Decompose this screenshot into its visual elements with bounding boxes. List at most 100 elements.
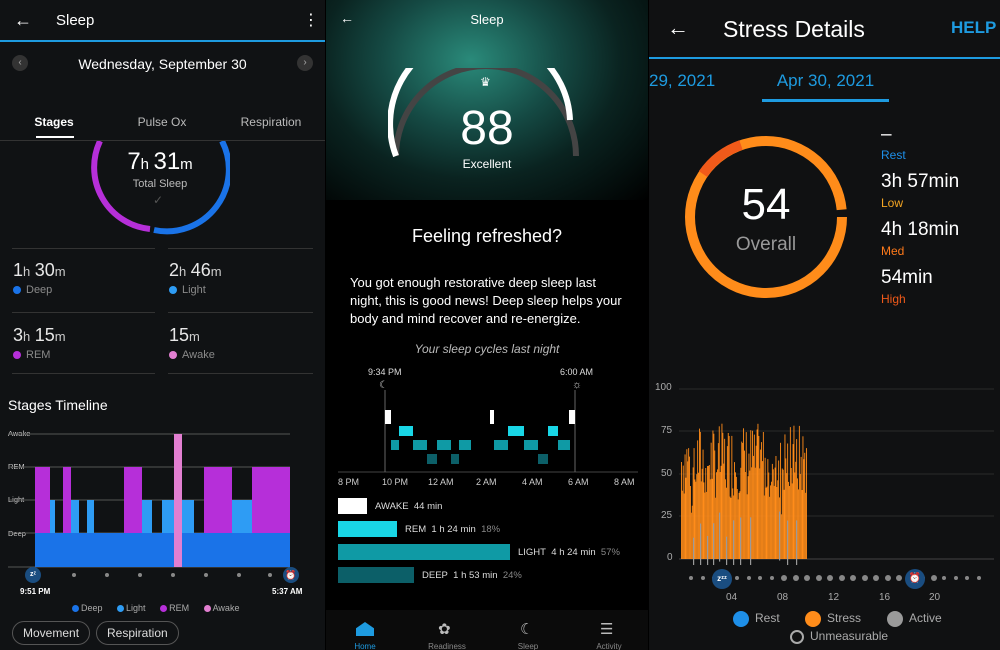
nav-home[interactable]: Home (354, 642, 376, 650)
nav-activity[interactable]: Activity (596, 642, 622, 650)
stress-bar (786, 473, 788, 559)
stress-bar (749, 470, 751, 559)
legend-rem: REM (169, 603, 190, 613)
activity-list-icon[interactable]: ☰ (600, 621, 614, 638)
stress-bar (695, 481, 697, 559)
stage-pct: 57% (600, 547, 620, 558)
stress-bar (792, 444, 794, 559)
stress-bar (771, 481, 772, 559)
stress-bar (735, 472, 736, 559)
stress-bar (681, 490, 683, 559)
stress-bar (771, 463, 773, 559)
legend-label: Rest (755, 611, 780, 626)
prev-day-icon[interactable]: ‹ (12, 55, 28, 71)
x-tick: 20 (929, 592, 941, 603)
rest-label: Rest (881, 148, 906, 162)
timeline-dot (792, 575, 799, 581)
x-tick: 08 (777, 592, 789, 603)
back-arrow-icon[interactable]: ← (667, 15, 689, 40)
active-bar (796, 520, 798, 565)
timeline-legend: Deep Light REM Awake (72, 603, 239, 613)
insight-text: You got enough restorative deep sleep la… (350, 275, 622, 326)
stage-block-deep (55, 533, 63, 567)
respiration-chip[interactable]: Respiration (96, 621, 179, 645)
nav-readiness[interactable]: Readiness (428, 642, 466, 650)
timeline-dot (873, 575, 879, 581)
page-title: Stress Details (723, 16, 865, 42)
stage-block-deep (162, 533, 174, 567)
stress-bar (768, 472, 770, 559)
y-tick: 0 (667, 552, 673, 563)
stress-bar (693, 448, 695, 559)
stage-label-light: LIGHT 4 h 24 min 57% (518, 547, 620, 558)
stress-bar (706, 491, 708, 559)
stress-details-screen: ← Stress Details HELP 29, 2021 Apr 30, 2… (649, 0, 1000, 650)
overall-label: Overall (735, 234, 797, 255)
stage-block-deep (232, 533, 252, 567)
stat-hours: 2 (169, 260, 180, 280)
timeline-dot (735, 576, 739, 580)
tab-pulse-ox[interactable]: Pulse Ox (120, 115, 204, 129)
y-tick: 50 (661, 468, 673, 479)
cycles-title: Your sleep cycles last night (414, 342, 560, 356)
stress-bar (789, 427, 791, 559)
timeline-dot (700, 576, 705, 580)
stress-bar (804, 452, 806, 559)
light-dot (169, 286, 177, 295)
stress-bar (710, 442, 712, 559)
stress-bar (696, 474, 698, 559)
home-icon[interactable] (356, 622, 374, 636)
moon-nav-icon[interactable]: ☾ (520, 621, 534, 638)
stress-bar (704, 492, 706, 559)
unit-m: m (54, 264, 66, 279)
low-value: 3h 57min (881, 171, 960, 192)
check-icon: ✓ (153, 193, 164, 207)
axis-label: 2 AM (476, 477, 497, 487)
stress-bar (721, 423, 723, 559)
stress-bar (713, 433, 715, 559)
legend-awake: Awake (212, 603, 240, 613)
stress-bar (763, 495, 765, 559)
back-arrow-icon[interactable]: ← (340, 10, 354, 26)
stress-bar (738, 492, 740, 559)
unit-m: m (54, 329, 66, 344)
timeline-dot (861, 575, 868, 581)
active-bar (733, 520, 735, 565)
timeline-dot (838, 575, 845, 581)
date-label: Wednesday, September 30 (78, 56, 247, 72)
tab-stages[interactable]: Stages (12, 115, 96, 129)
axis-label: 8 AM (614, 477, 635, 487)
stress-bar (744, 450, 745, 559)
stress-bar (799, 474, 801, 559)
timeline-dot (689, 576, 693, 580)
current-date-tab[interactable]: Apr 30, 2021 (776, 71, 875, 90)
legend-rest: Rest (733, 611, 780, 627)
prev-date-tab[interactable]: 29, 2021 (649, 71, 716, 90)
tab-respiration[interactable]: Respiration (228, 115, 314, 129)
stress-bar (746, 494, 748, 559)
divider (12, 312, 155, 313)
help-button[interactable]: HELP (951, 18, 997, 37)
cycle-block-light (391, 440, 399, 450)
x-axis-labels: 04 08 12 16 20 (649, 592, 1000, 604)
next-day-icon[interactable]: › (297, 55, 313, 71)
active-dot (887, 611, 903, 627)
stress-bar (732, 488, 734, 559)
stat-label: Awake (182, 349, 215, 361)
cycle-block-light (494, 440, 508, 450)
movement-chip[interactable]: Movement (12, 621, 91, 645)
divider (168, 312, 313, 313)
stat-minutes: 46 (190, 260, 211, 280)
timeline-dot (781, 575, 787, 581)
stress-bar (688, 448, 690, 559)
back-arrow-icon[interactable]: ← (14, 10, 32, 30)
sprout-icon[interactable]: ✿ (438, 621, 451, 638)
stage-block-deep (152, 533, 162, 567)
awake-dot (169, 351, 177, 360)
more-vertical-icon[interactable]: ⋮ (303, 12, 319, 29)
stress-bar (789, 486, 790, 559)
nav-sleep[interactable]: Sleep (517, 642, 539, 650)
legend-deep: Deep (81, 603, 103, 613)
active-bar (693, 537, 695, 565)
stress-bar (720, 465, 722, 559)
